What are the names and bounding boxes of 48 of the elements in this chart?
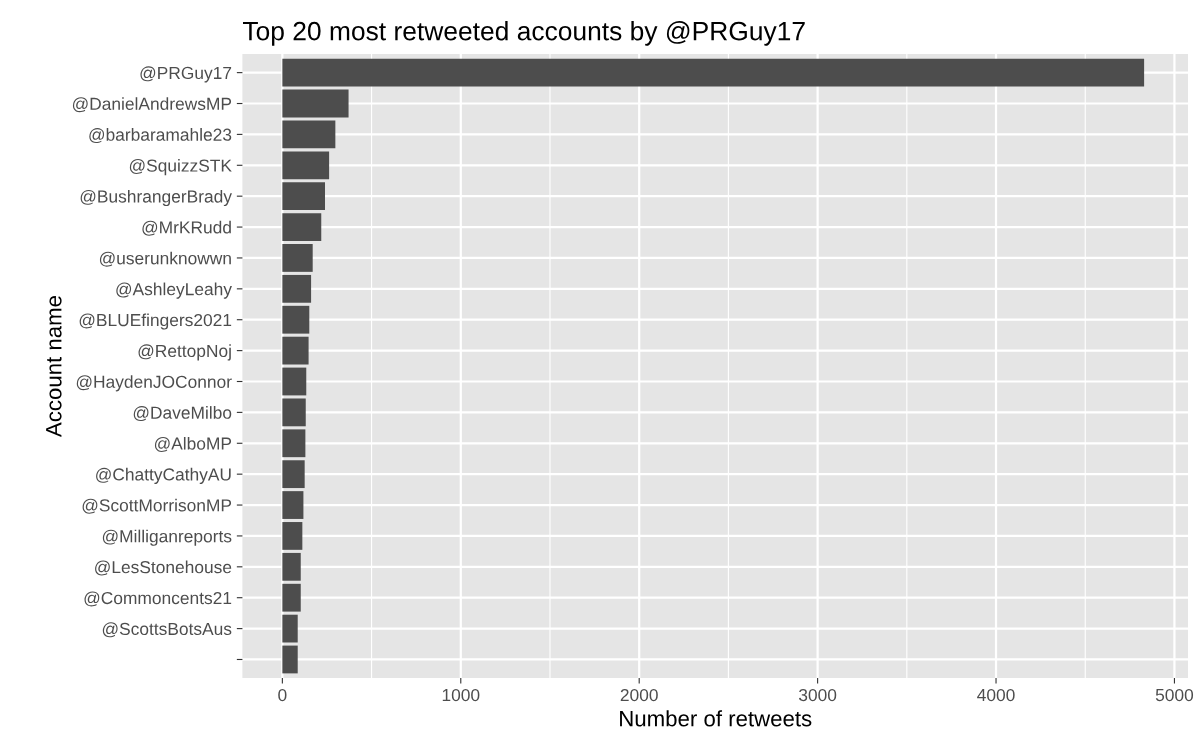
- y-tick-label: @LesStonehouse: [95, 560, 232, 576]
- x-tick-label: 1000: [442, 688, 480, 702]
- bar: [282, 151, 330, 180]
- y-tick-label: @Commoncents21: [84, 591, 232, 607]
- bar: [282, 89, 349, 118]
- y-tick-label: @Milliganreports: [102, 529, 232, 546]
- bar: [282, 213, 322, 241]
- x-axis-title: Number of retweets: [620, 710, 812, 727]
- x-tick-label: 0: [278, 688, 287, 702]
- y-tick-label: @AshleyLeahy: [116, 282, 232, 299]
- bar: [282, 429, 306, 458]
- bar: [282, 120, 336, 149]
- y-axis-title: Account name: [46, 296, 62, 438]
- bar: [282, 645, 298, 674]
- bar: [282, 522, 303, 550]
- bar: [282, 305, 310, 334]
- y-tick-label: @AlboMP: [154, 436, 232, 452]
- y-tick-label: @PRGuy17: [140, 66, 232, 83]
- y-tick-label: @SquizzSTK: [129, 159, 232, 176]
- y-tick-label: @BushrangerBrady: [80, 189, 232, 207]
- x-tick-label: 5000: [1155, 688, 1194, 702]
- bar: [282, 274, 312, 303]
- chart-title: Top 20 most retweeted accounts by @PRGuy17: [242, 21, 805, 46]
- x-tick-label: 3000: [798, 688, 837, 702]
- y-tick-label: @DanielAndrewsMP: [72, 97, 232, 113]
- y-tick-label: @BLUEfingers2021: [79, 313, 232, 330]
- bar: [282, 583, 301, 612]
- y-tick-label: @DaveMilbo: [133, 406, 232, 422]
- x-tick-label: 4000: [977, 688, 1015, 702]
- y-tick-label: @userunknowwn: [99, 251, 231, 267]
- bar: [282, 58, 1145, 87]
- y-tick-label: @ChattyCathyAU: [96, 467, 231, 485]
- bar: [282, 614, 298, 643]
- bar: [282, 244, 313, 272]
- y-tick-label: @ScottsBotsAus: [102, 622, 232, 638]
- y-tick-label: @MrKRudd: [142, 220, 231, 236]
- bar: [282, 460, 305, 489]
- bar: [282, 398, 306, 427]
- y-tick-label: @ScottMorrisonMP: [82, 498, 232, 514]
- x-tick-label: 2000: [620, 688, 658, 702]
- y-tick-label: @RettopNoj: [138, 344, 231, 361]
- bar: [282, 182, 326, 211]
- bar: [282, 336, 309, 365]
- bar: [282, 367, 307, 396]
- bar: [282, 491, 304, 519]
- y-tick-label: @HaydenJOConnor: [76, 375, 232, 392]
- bar: [282, 552, 301, 581]
- y-tick-label: @barbaramahle23: [89, 128, 232, 144]
